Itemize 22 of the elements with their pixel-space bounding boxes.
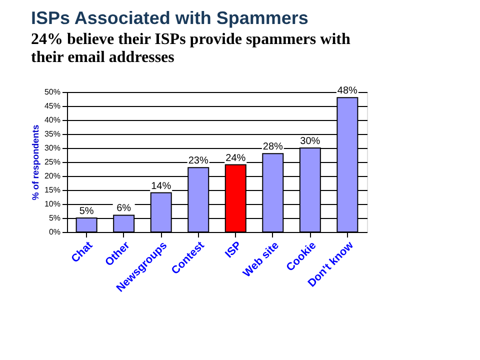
y-tick-label: 0%	[48, 228, 60, 236]
data-label: 6%	[116, 203, 132, 214]
y-tick-label: 50%	[44, 88, 60, 96]
y-tick-label: 40%	[44, 116, 60, 124]
y-tick-label: 10%	[44, 200, 60, 208]
data-label: 23%	[188, 156, 208, 167]
y-tick-label: 15%	[44, 186, 60, 194]
y-tick-label: 30%	[44, 144, 60, 152]
y-tick-label: 45%	[44, 102, 60, 110]
y-axis-title: % of respondents	[30, 124, 40, 200]
y-tick-label: 25%	[44, 158, 60, 166]
data-label: 28%	[262, 142, 284, 153]
data-label: 30%	[300, 136, 320, 147]
data-label: 14%	[151, 180, 172, 192]
data-label: 24%	[226, 152, 246, 164]
y-tick-label: 35%	[44, 130, 60, 138]
y-tick-label: 20%	[44, 172, 60, 180]
data-label: 48%	[337, 86, 358, 97]
chart-subtitle: 24% believe their ISPs provide spammers with their email addresses	[30, 31, 350, 66]
y-tick-label: 5%	[48, 214, 60, 222]
data-label: 5%	[79, 206, 94, 217]
chart-title: ISPs Associated with Spammers	[30, 8, 308, 28]
